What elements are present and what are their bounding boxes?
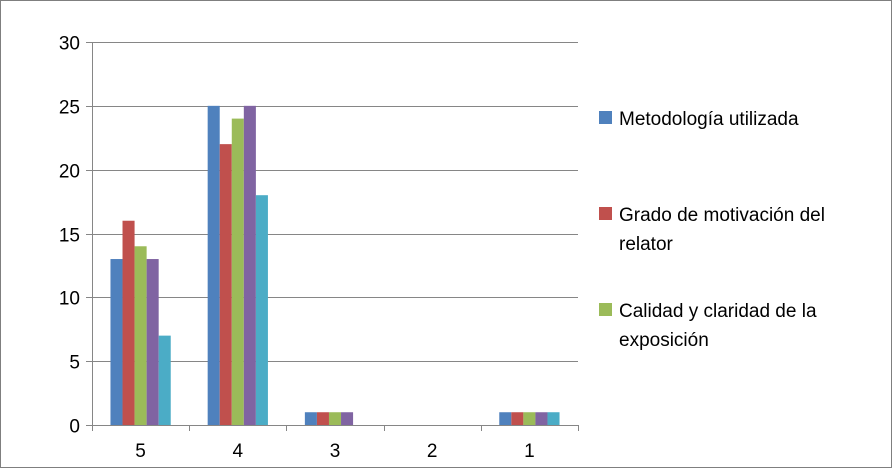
bar-series-1-category-1 <box>499 412 512 425</box>
legend: Metodología utilizada Grado de motivación… <box>599 109 825 351</box>
grid-lines <box>92 42 578 362</box>
bar-series-3-category-1 <box>523 412 536 425</box>
bar-series-1-category-4 <box>207 105 220 425</box>
bar-series-3-category-5 <box>134 246 147 425</box>
bar-series-4-category-4 <box>243 105 256 425</box>
bar-series-1-category-5 <box>110 259 123 425</box>
y-tick-label: 30 <box>59 34 80 55</box>
legend-label: relator <box>619 234 674 255</box>
legend-label: Grado de motivación del <box>619 205 825 226</box>
x-tick-label: 1 <box>524 441 535 462</box>
y-tick-label: 5 <box>69 353 80 374</box>
legend-swatch <box>599 303 612 316</box>
y-tick-label: 20 <box>59 162 80 183</box>
bar-series-5-category-1 <box>547 412 560 425</box>
legend-swatch <box>599 111 612 124</box>
x-tick-label: 4 <box>233 441 244 462</box>
bar-series-2-category-4 <box>219 144 232 425</box>
bar-series-5-category-4 <box>255 195 268 425</box>
bar-series-5-category-5 <box>158 335 171 425</box>
legend-label: exposición <box>619 330 709 351</box>
y-tick-label: 10 <box>59 289 80 310</box>
bar-series-2-category-1 <box>511 412 524 425</box>
bar-series-1-category-3 <box>304 412 317 425</box>
legend-label: Metodología utilizada <box>619 109 799 130</box>
legend-swatch <box>599 207 612 220</box>
axes: 0 5 10 15 20 25 30 5 4 3 2 1 <box>59 34 579 462</box>
bar-series-4-category-5 <box>146 259 159 425</box>
bar-series-3-category-3 <box>328 412 342 425</box>
bar-series-4-category-3 <box>341 412 354 425</box>
y-tick-label: 15 <box>59 226 80 247</box>
bar-series-2-category-3 <box>316 412 329 425</box>
y-tick-label: 0 <box>69 417 80 438</box>
bar-series-3-category-4 <box>231 118 244 425</box>
legend-label: Calidad y claridad de la <box>619 301 817 322</box>
bar-series-2-category-5 <box>122 220 135 425</box>
x-tick-label: 3 <box>330 441 341 462</box>
bars <box>110 105 560 425</box>
y-tick-label: 25 <box>59 98 80 119</box>
x-tick-label: 5 <box>135 441 146 462</box>
x-tick-label: 2 <box>427 441 438 462</box>
bar-series-4-category-1 <box>535 412 548 425</box>
